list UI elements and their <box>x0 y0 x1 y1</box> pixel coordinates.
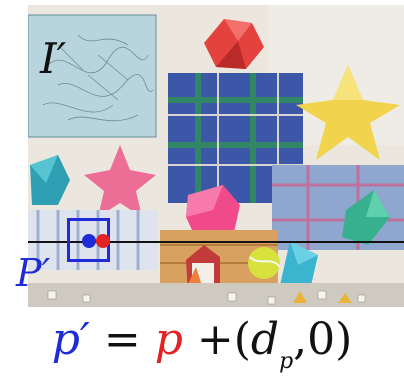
equation-lhs: p′ <box>51 314 90 365</box>
scene-illustration <box>28 5 404 307</box>
image-label: I′ <box>40 34 67 83</box>
patch-label: P′ <box>16 251 51 295</box>
matched-point-blue <box>82 234 96 248</box>
disparity-equation: p′ = p +(dp,0) <box>0 310 404 374</box>
reference-point-red <box>96 234 110 248</box>
diagram-stage: I′ P′ p′ = p +(dp,0) <box>0 5 404 374</box>
epipolar-line <box>28 241 404 243</box>
equation-tail: ,0) <box>293 314 353 365</box>
equation-d: d <box>250 314 280 365</box>
equation-subscript: p <box>279 349 294 374</box>
equation-plus: +( <box>182 314 251 365</box>
equation-equals: = <box>89 314 155 365</box>
scene-photo <box>28 5 404 307</box>
equation-p: p <box>154 314 183 365</box>
